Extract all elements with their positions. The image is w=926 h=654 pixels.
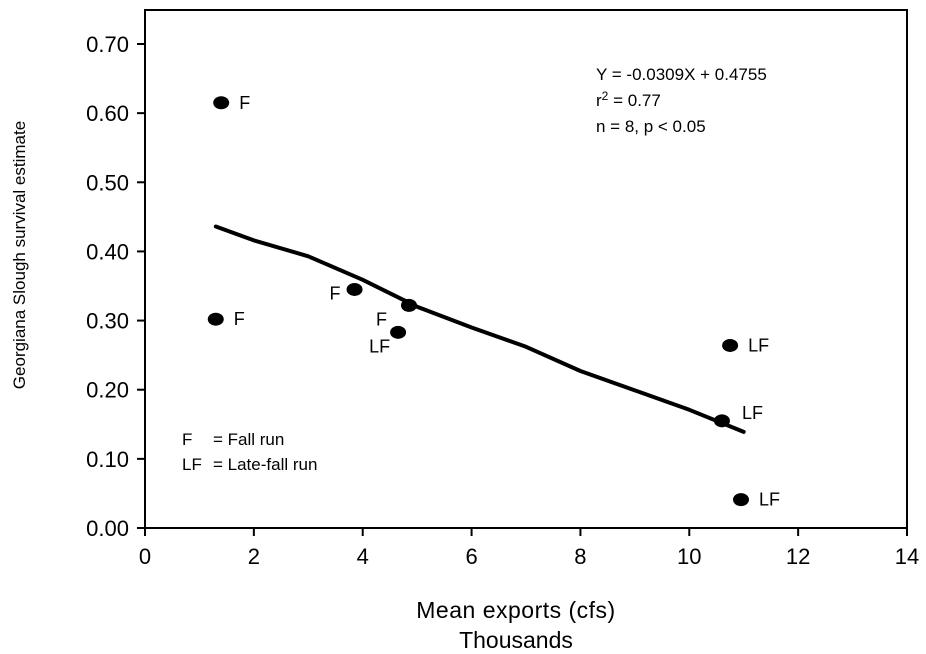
- r-squared-text: r2 = 0.77: [596, 89, 661, 110]
- r-squared-superscript: 2: [602, 89, 609, 103]
- x-tick-label: 0: [139, 544, 151, 569]
- legend-code-late-fall: LF: [182, 455, 202, 474]
- y-tick-label: 0.60: [86, 101, 129, 126]
- x-tick-label: 4: [357, 544, 369, 569]
- y-tick-label: 0.30: [86, 309, 129, 334]
- equation-annotation: Y = -0.0309X + 0.4755 r2 = 0.77 n = 8, p…: [596, 65, 767, 136]
- stats-text: n = 8, p < 0.05: [596, 117, 706, 136]
- data-point: [390, 325, 407, 339]
- x-axis-label: Mean exports (cfs): [416, 597, 615, 623]
- x-tick-label: 12: [786, 544, 810, 569]
- x-axis: 0 2 4 6 8 10 12 14: [139, 528, 919, 569]
- equation-text: Y = -0.0309X + 0.4755: [596, 65, 767, 84]
- x-axis-units: Thousands: [459, 627, 573, 653]
- r-squared-suffix: = 0.77: [608, 91, 660, 110]
- point-label: LF: [759, 490, 780, 510]
- x-tick-label: 8: [574, 544, 586, 569]
- legend-text-fall: = Fall run: [213, 430, 284, 449]
- y-tick-label: 0.40: [86, 239, 129, 264]
- legend-code-fall: F: [182, 430, 192, 449]
- point-label: F: [239, 93, 250, 113]
- y-tick-label: 0.20: [86, 378, 129, 403]
- y-tick-label: 0.10: [86, 447, 129, 472]
- point-label: F: [234, 309, 245, 329]
- r-squared-prefix: r: [596, 91, 602, 110]
- y-tick-label: 0.50: [86, 170, 129, 195]
- point-label: LF: [369, 336, 390, 356]
- y-axis-label: Georgiana Slough survival estimate: [10, 121, 29, 389]
- x-tick-label: 6: [465, 544, 477, 569]
- data-point: [213, 96, 230, 110]
- data-point: [722, 338, 739, 352]
- x-tick-label: 10: [677, 544, 701, 569]
- point-label: LF: [742, 403, 763, 423]
- data-points: F F F F LF LF LF LF: [207, 93, 780, 510]
- plot-frame: [144, 9, 908, 529]
- y-tick-label: 0.00: [86, 516, 129, 541]
- point-label: F: [376, 309, 387, 329]
- regression-line: [213, 224, 746, 434]
- data-point: [207, 312, 224, 326]
- data-point: [732, 493, 749, 507]
- x-tick-label: 2: [248, 544, 260, 569]
- y-axis: 0.00 0.10 0.20 0.30 0.40 0.50 0.60 0.70: [86, 32, 145, 541]
- data-point: [400, 298, 417, 312]
- point-label: LF: [748, 335, 769, 355]
- data-point: [713, 414, 730, 428]
- x-tick-label: 14: [895, 544, 919, 569]
- legend: F = Fall run LF = Late-fall run: [182, 430, 317, 474]
- legend-text-late-fall: = Late-fall run: [213, 455, 317, 474]
- y-tick-label: 0.70: [86, 32, 129, 57]
- point-label: F: [330, 283, 341, 303]
- data-point: [346, 282, 363, 296]
